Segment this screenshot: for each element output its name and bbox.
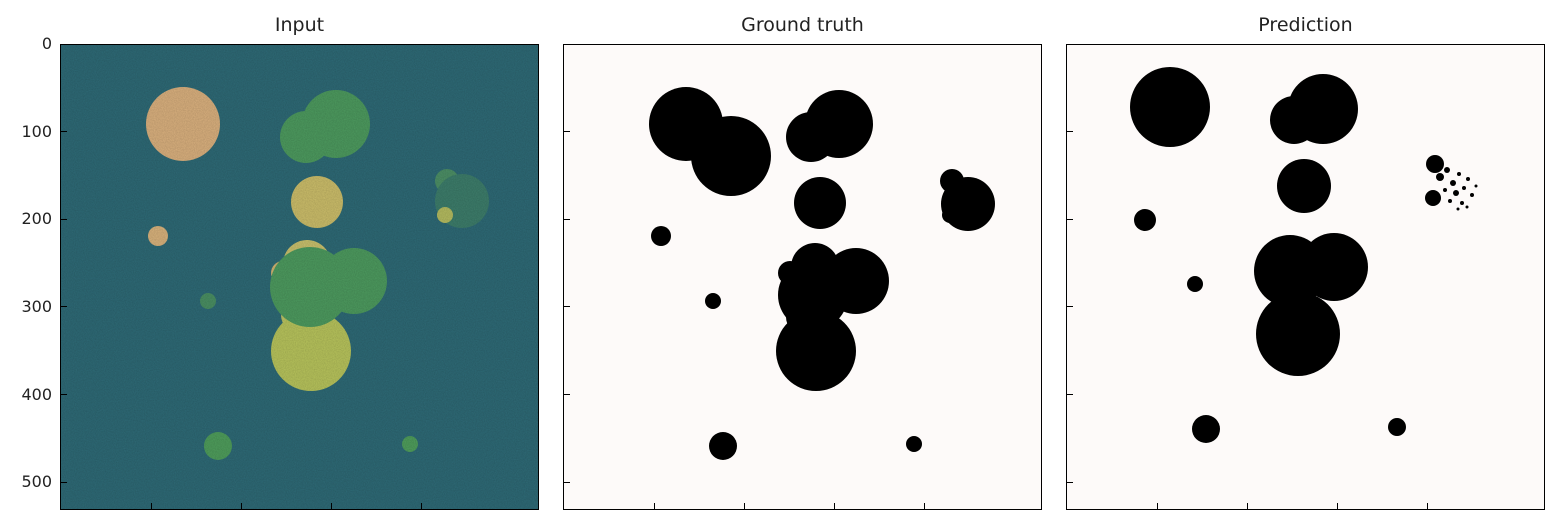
panel-title-ground-truth: Ground truth bbox=[741, 14, 864, 36]
prediction-panel bbox=[1066, 44, 1545, 510]
tick-mark bbox=[564, 306, 570, 307]
tick-mark bbox=[654, 503, 655, 509]
tick-mark bbox=[61, 306, 67, 307]
y-tick-label: 100 bbox=[21, 122, 52, 141]
tick-mark bbox=[61, 482, 67, 483]
tick-mark bbox=[1427, 503, 1428, 509]
tick-mark bbox=[331, 503, 332, 509]
tick-mark bbox=[1067, 219, 1073, 220]
tick-mark bbox=[61, 219, 67, 220]
tick-mark bbox=[924, 503, 925, 509]
tick-mark bbox=[834, 503, 835, 509]
tick-mark bbox=[564, 219, 570, 220]
tick-mark bbox=[421, 503, 422, 509]
input-image-panel bbox=[60, 44, 539, 510]
tick-mark bbox=[564, 394, 570, 395]
tick-mark bbox=[61, 131, 67, 132]
prediction-mask bbox=[1067, 45, 1544, 509]
tick-mark bbox=[744, 503, 745, 509]
tick-mark bbox=[564, 482, 570, 483]
input-image bbox=[61, 45, 538, 509]
panel-title-input: Input bbox=[274, 14, 325, 36]
tick-mark bbox=[1247, 503, 1248, 509]
tick-mark bbox=[151, 503, 152, 509]
y-tick-label: 0 bbox=[41, 34, 52, 53]
y-tick-label: 300 bbox=[21, 297, 52, 316]
tick-mark bbox=[1337, 503, 1338, 509]
tick-mark bbox=[564, 131, 570, 132]
tick-mark bbox=[1067, 306, 1073, 307]
tick-mark bbox=[241, 503, 242, 509]
y-tick-label: 200 bbox=[21, 209, 52, 228]
y-tick-label: 500 bbox=[21, 472, 52, 491]
tick-mark bbox=[1067, 482, 1073, 483]
y-tick-label: 400 bbox=[21, 385, 52, 404]
ground-truth-panel bbox=[563, 44, 1042, 510]
panel-title-prediction: Prediction bbox=[1258, 14, 1353, 36]
tick-mark bbox=[1157, 503, 1158, 509]
ground-truth-mask bbox=[564, 45, 1041, 509]
tick-mark bbox=[61, 394, 67, 395]
tick-mark bbox=[1067, 394, 1073, 395]
tick-mark bbox=[1067, 131, 1073, 132]
